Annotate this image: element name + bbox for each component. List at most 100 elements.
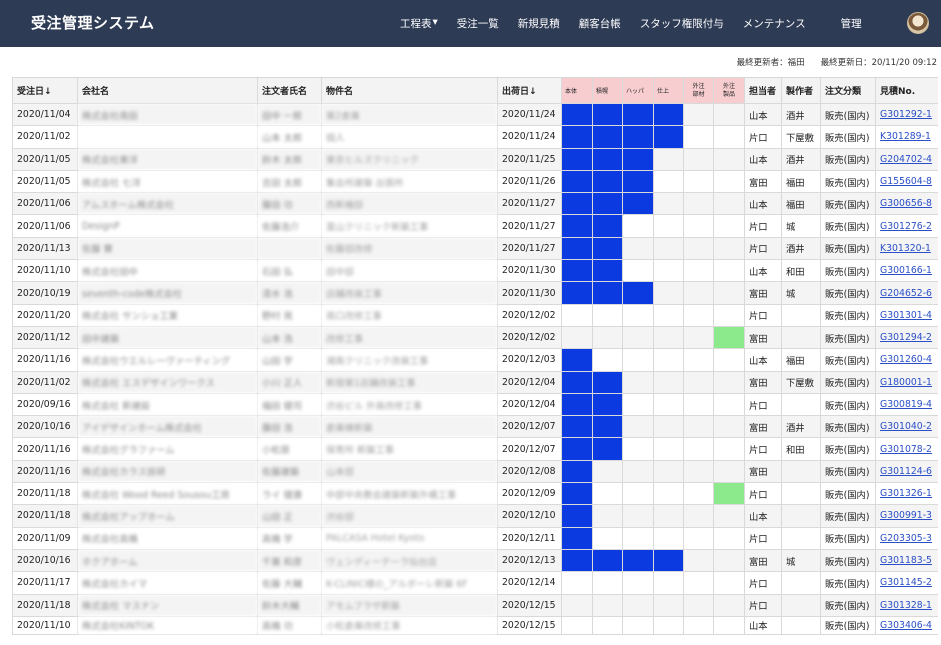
table-row[interactable]: 2020/11/05 株式会社東洋 鈴木 太郎 東京ヒルズクリニック 2020/11/2… bbox=[12, 147, 938, 171]
table-row[interactable]: 2020/11/18 株式会社 マスナン 鈴木大輔 アモムブラザ新築 2020/12/1… bbox=[12, 593, 938, 617]
quote-link[interactable]: G300991-3 bbox=[880, 510, 932, 522]
process-step-cell[interactable] bbox=[561, 281, 593, 305]
quote-link[interactable]: G301040-2 bbox=[880, 421, 932, 433]
process-step-cell[interactable] bbox=[653, 526, 684, 550]
process-step-cell[interactable] bbox=[683, 615, 714, 635]
process-step-cell[interactable] bbox=[653, 147, 684, 171]
process-step-cell[interactable] bbox=[561, 571, 593, 595]
process-step-cell[interactable] bbox=[653, 593, 684, 617]
process-step-cell[interactable] bbox=[683, 102, 714, 127]
orders-table-container[interactable]: 受注日↓ 会社名 注文者氏名 物件名 出荷日↓ 本体 積幌 ハッパ 仕上 外注 部材 外注 製品 担当… bbox=[12, 77, 938, 645]
process-step-cell[interactable] bbox=[713, 459, 745, 484]
process-step-cell[interactable] bbox=[653, 125, 684, 149]
quote-link[interactable]: G204702-4 bbox=[880, 153, 932, 165]
app-title[interactable]: 受注管理システム bbox=[31, 14, 155, 32]
process-step-cell[interactable] bbox=[561, 504, 593, 528]
process-step-cell[interactable] bbox=[713, 415, 745, 439]
process-step-cell[interactable] bbox=[622, 526, 654, 550]
table-row[interactable]: 2020/11/16 株式会社カラス技研 佐藤建築 山本邸 2020/12/08 富田 販売… bbox=[12, 459, 938, 484]
process-step-cell[interactable] bbox=[622, 437, 654, 461]
table-row[interactable]: 2020/11/06 DesignP 佐藤浩介 富山クリニック新築工事 2020/11/… bbox=[12, 214, 938, 238]
quote-link[interactable]: G180001-1 bbox=[880, 376, 932, 388]
process-step-cell[interactable] bbox=[561, 526, 593, 550]
table-row[interactable]: 2020/10/19 seventh-code株式会社 清水 浩店舗改装工事 2020… bbox=[12, 281, 938, 305]
quote-link[interactable]: G301326-1 bbox=[880, 488, 932, 500]
process-step-cell[interactable] bbox=[713, 147, 745, 171]
process-step-cell[interactable] bbox=[561, 325, 593, 350]
quote-link[interactable]: G204652-6 bbox=[880, 287, 932, 299]
process-step-cell[interactable] bbox=[561, 370, 593, 394]
table-row[interactable]: 2020/11/18 株式会社アップホーム 山田 正渋谷邸 2020/12/10 山本 販… bbox=[12, 504, 938, 528]
process-step-cell[interactable] bbox=[653, 370, 684, 394]
quote-link[interactable]: K301289-1 bbox=[880, 131, 931, 143]
process-step-cell[interactable] bbox=[653, 415, 684, 439]
process-step-cell[interactable] bbox=[622, 125, 654, 149]
process-step-cell[interactable] bbox=[653, 214, 684, 238]
quote-link[interactable]: G300166-1 bbox=[880, 265, 932, 277]
process-step-cell[interactable] bbox=[561, 259, 593, 283]
process-step-cell[interactable] bbox=[622, 147, 654, 171]
process-step-cell[interactable] bbox=[653, 482, 684, 506]
process-step-cell[interactable] bbox=[622, 214, 654, 238]
process-step-cell[interactable] bbox=[622, 259, 654, 283]
process-step-cell[interactable] bbox=[592, 169, 623, 194]
process-step-cell[interactable] bbox=[653, 548, 684, 573]
process-step-cell[interactable] bbox=[561, 437, 593, 461]
process-step-cell[interactable] bbox=[622, 459, 654, 484]
quote-link[interactable]: G300656-8 bbox=[880, 198, 932, 210]
column-header-4[interactable]: 出荷日↓ bbox=[497, 77, 562, 104]
user-avatar-icon[interactable] bbox=[907, 12, 929, 34]
process-step-cell[interactable] bbox=[653, 169, 684, 194]
process-step-cell[interactable] bbox=[713, 504, 745, 528]
process-step-cell[interactable] bbox=[592, 281, 623, 305]
table-row[interactable]: 2020/11/02 山本 太郎 個人 2020/11/24 片口 下屋敷 販売(国内) K3… bbox=[12, 125, 938, 149]
table-row[interactable]: 2020/11/17 株式会社カイマ 佐藤 大輔 K-CLINIC様の_アルボーレ新築… bbox=[12, 571, 938, 595]
process-step-cell[interactable] bbox=[592, 325, 623, 350]
quote-link[interactable]: G203305-3 bbox=[880, 532, 932, 544]
table-row[interactable]: 2020/11/20 株式会社 サンショ工業 野村 晃南口改修工事 2020/12/0… bbox=[12, 303, 938, 327]
process-step-cell[interactable] bbox=[592, 147, 623, 171]
process-step-cell[interactable] bbox=[622, 593, 654, 617]
nav-item-4[interactable]: スタッフ権限付与 bbox=[639, 18, 724, 30]
process-step-cell[interactable] bbox=[592, 548, 623, 573]
quote-link[interactable]: G301276-2 bbox=[880, 220, 932, 232]
process-step-cell[interactable] bbox=[683, 169, 714, 194]
process-step-cell[interactable] bbox=[622, 281, 654, 305]
process-step-cell[interactable] bbox=[653, 571, 684, 595]
column-header-0[interactable]: 受注日↓ bbox=[12, 77, 78, 104]
process-step-cell[interactable] bbox=[622, 236, 654, 261]
process-step-cell[interactable] bbox=[683, 459, 714, 484]
process-step-cell[interactable] bbox=[622, 192, 654, 216]
process-step-cell[interactable] bbox=[683, 482, 714, 506]
process-step-cell[interactable] bbox=[592, 526, 623, 550]
process-step-cell[interactable] bbox=[683, 392, 714, 417]
process-step-cell[interactable] bbox=[622, 415, 654, 439]
process-step-cell[interactable] bbox=[592, 125, 623, 149]
table-row[interactable]: 2020/11/05 株式会社 七洋 吉田 太郎 集会所建築 出張所 2020/11/2… bbox=[12, 169, 938, 194]
process-step-cell[interactable] bbox=[592, 214, 623, 238]
process-step-cell[interactable] bbox=[561, 169, 593, 194]
process-step-cell[interactable] bbox=[683, 437, 714, 461]
nav-item-5[interactable]: メンテナンス bbox=[742, 18, 806, 30]
process-step-cell[interactable] bbox=[683, 325, 714, 350]
process-step-cell[interactable] bbox=[561, 236, 593, 261]
process-step-cell[interactable] bbox=[561, 125, 593, 149]
process-step-cell[interactable] bbox=[653, 281, 684, 305]
process-step-cell[interactable] bbox=[592, 102, 623, 127]
table-row[interactable]: 2020/10/16 ホクアホーム 千葉 和彦 ヴェンディーテーラ仙台店 2020/12… bbox=[12, 548, 938, 573]
process-step-cell[interactable] bbox=[592, 348, 623, 372]
process-step-cell[interactable] bbox=[683, 303, 714, 327]
process-step-cell[interactable] bbox=[561, 548, 593, 573]
process-step-cell[interactable] bbox=[592, 593, 623, 617]
process-step-cell[interactable] bbox=[592, 392, 623, 417]
process-step-cell[interactable] bbox=[713, 482, 745, 506]
process-step-cell[interactable] bbox=[561, 348, 593, 372]
table-row[interactable]: 2020/11/06 アムスホーム株式会社 藤田 功西新橋邸 2020/11/27 山本… bbox=[12, 192, 938, 216]
process-step-cell[interactable] bbox=[592, 459, 623, 484]
process-step-cell[interactable] bbox=[622, 325, 654, 350]
process-step-cell[interactable] bbox=[713, 169, 745, 194]
process-step-cell[interactable] bbox=[713, 348, 745, 372]
process-step-cell[interactable] bbox=[713, 102, 745, 127]
process-step-cell[interactable] bbox=[622, 482, 654, 506]
process-step-cell[interactable] bbox=[683, 370, 714, 394]
